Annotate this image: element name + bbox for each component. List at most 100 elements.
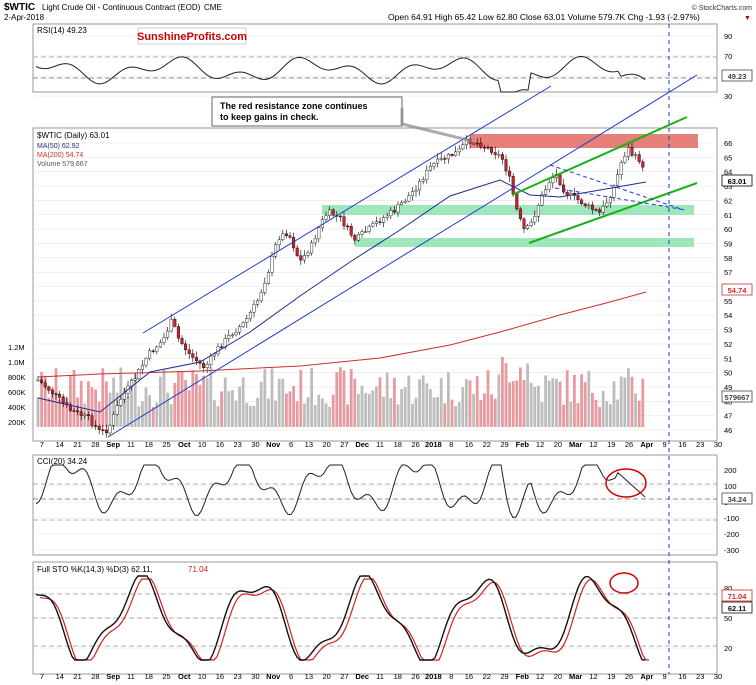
volume-bar	[360, 385, 364, 427]
candle-body	[43, 382, 47, 388]
sto-label-d: 71.04	[188, 565, 209, 574]
candle-body	[616, 174, 620, 187]
volume-bar	[346, 404, 349, 427]
cci-tick-label: 200	[724, 466, 737, 475]
candle-body	[630, 147, 634, 156]
axis-labels: 9070503066656463626160595857565554535251…	[8, 32, 753, 681]
sto-k-badge-bg	[721, 601, 753, 614]
x-axis-label: 11	[127, 672, 135, 681]
volume-bar	[90, 387, 94, 427]
volume-bar	[144, 387, 148, 427]
candle-body	[562, 184, 566, 193]
volume-bar	[519, 367, 522, 427]
cci-tick-label: -300	[724, 546, 739, 555]
x-axis-label: 28	[91, 672, 99, 681]
x-axis-label: 26	[625, 440, 633, 449]
support-zone-upper	[322, 205, 694, 215]
x-axis-label: 12	[589, 672, 597, 681]
chg-down-icon: ▼	[744, 15, 751, 22]
volume-bar	[497, 374, 501, 427]
volume-tick-label: 800K	[8, 373, 26, 382]
candle-body	[461, 144, 465, 150]
volume-bar	[184, 379, 187, 427]
ma200-value-badge-bg	[721, 283, 753, 296]
candle-body	[245, 318, 249, 323]
candle-body	[547, 182, 551, 190]
volume-bar	[58, 399, 61, 427]
date-label: 2-Apr-2018	[4, 13, 45, 22]
x-axis-label: 20	[322, 672, 330, 681]
candle-body	[533, 216, 537, 223]
candle-body	[367, 225, 371, 232]
candle-body	[551, 177, 555, 184]
volume-bar	[443, 403, 447, 427]
volume-bar	[475, 376, 479, 427]
volume-bar	[155, 402, 159, 427]
candle-body	[263, 283, 267, 293]
rsi-value-badge-bg	[721, 69, 753, 82]
volume-bar	[389, 398, 393, 427]
volume-bar	[479, 399, 483, 427]
candle-body	[58, 393, 62, 398]
candle-body	[140, 364, 144, 370]
candle-body	[144, 358, 148, 366]
candle-body	[497, 154, 501, 156]
volume-bar	[400, 388, 403, 427]
volume-bar	[263, 369, 267, 427]
x-axis-label: 30	[251, 672, 259, 681]
candle-body	[112, 414, 116, 426]
candle-body	[526, 225, 530, 229]
candle-body	[511, 175, 515, 195]
volume-bar	[382, 396, 385, 427]
volume-bar	[123, 388, 126, 427]
price-label: $WTIC (Daily) 63.01	[37, 131, 110, 140]
volume-bar	[43, 375, 47, 427]
candle-body	[187, 349, 191, 354]
candle-body	[40, 379, 44, 384]
volume-bar	[609, 404, 612, 427]
volume-bar	[583, 382, 587, 427]
candle-body	[342, 216, 346, 227]
candle-body	[594, 209, 598, 211]
x-axis-label: 8	[449, 440, 453, 449]
candle-body	[90, 415, 94, 426]
volume-bar	[465, 379, 468, 427]
volume-bar	[490, 394, 493, 427]
candle-body	[205, 364, 209, 368]
volume-bar	[324, 403, 328, 427]
x-axis-label: 16	[216, 440, 224, 449]
candle-body	[166, 330, 170, 338]
volume-bar	[562, 404, 565, 427]
volume-bar	[371, 390, 375, 427]
x-axis-label: 18	[145, 672, 153, 681]
volume-bar	[511, 381, 515, 427]
volume-bar	[87, 381, 90, 427]
candle-body	[122, 393, 126, 400]
candle-body	[148, 350, 152, 359]
volume-bar	[457, 402, 461, 427]
x-axis-label: 26	[411, 440, 419, 449]
volume-bar	[238, 386, 241, 427]
volume-bar	[285, 393, 288, 427]
volume-bar	[241, 377, 245, 427]
x-axis-label: 2018	[425, 440, 442, 449]
volume-bar	[483, 393, 486, 427]
candle-body	[202, 363, 206, 368]
volume-bar	[414, 397, 418, 427]
candle-body	[47, 386, 51, 391]
volume-bar	[173, 382, 177, 427]
candle-body	[346, 225, 350, 228]
candle-body	[544, 189, 548, 195]
candle-body	[601, 205, 605, 213]
x-axis-label: 20	[554, 672, 562, 681]
x-axis-label: 21	[73, 672, 81, 681]
candle-body	[191, 353, 195, 358]
price-tick-label: 47	[724, 412, 732, 421]
volume-bar	[547, 380, 551, 427]
candle-body	[493, 152, 497, 155]
candle-body	[155, 346, 159, 352]
sto-highlight-circle	[609, 572, 639, 594]
volume-bar	[137, 406, 141, 427]
candle-body	[158, 342, 162, 348]
x-axis-label: 16	[678, 672, 686, 681]
